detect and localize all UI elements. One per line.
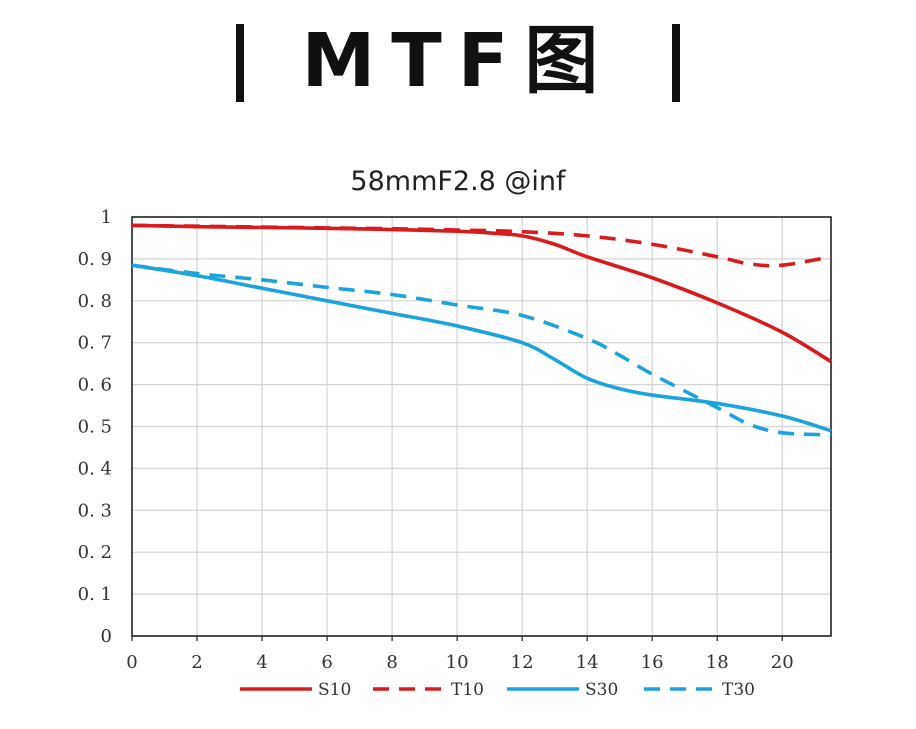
y-tick-label: 1 bbox=[101, 207, 112, 228]
x-tick-label: 4 bbox=[256, 652, 267, 673]
y-tick-label: 0. 6 bbox=[78, 375, 112, 396]
series-line-t30 bbox=[131, 263, 832, 437]
legend-label-t30: T30 bbox=[722, 680, 755, 700]
y-axis: 0 0. 1 0. 2 0. 3 0. 4 0. 5 0. 6 0. 7 0. 8 0. 9 1 bbox=[78, 207, 112, 647]
y-tick-label: 0 bbox=[101, 626, 112, 647]
chart-title: 58mmF2.8 @inf bbox=[350, 166, 567, 197]
x-tick-label: 10 bbox=[446, 652, 469, 673]
chart-legend: S10 T10 S30 T30 bbox=[240, 680, 755, 700]
page-heading: MTF图 bbox=[0, 14, 916, 104]
x-tick-label: 18 bbox=[706, 652, 729, 673]
y-tick-label: 0. 1 bbox=[78, 584, 112, 605]
x-tick-label: 2 bbox=[191, 652, 202, 673]
y-tick-label: 0. 4 bbox=[78, 458, 112, 479]
chart-grid bbox=[132, 217, 831, 636]
x-tick-label: 6 bbox=[321, 652, 332, 673]
y-tick-label: 0. 3 bbox=[78, 500, 112, 521]
heading-left-bar bbox=[236, 24, 244, 102]
heading-right-bar bbox=[672, 24, 680, 102]
x-tick-label: 20 bbox=[771, 652, 794, 673]
plot-frame bbox=[131, 216, 832, 637]
y-tick-label: 0. 2 bbox=[78, 542, 112, 563]
series-line-t10 bbox=[131, 223, 832, 268]
y-tick-label: 0. 7 bbox=[78, 333, 112, 354]
x-tick-label: 14 bbox=[576, 652, 599, 673]
legend-label-s30: S30 bbox=[585, 680, 618, 700]
plot-border bbox=[131, 216, 832, 637]
x-tick-label: 12 bbox=[511, 652, 534, 673]
series-layer bbox=[131, 223, 832, 437]
heading-title: MTF图 bbox=[301, 18, 615, 104]
y-tick-label: 0. 5 bbox=[78, 417, 112, 438]
x-tick-label: 8 bbox=[386, 652, 397, 673]
series-line-s10 bbox=[131, 223, 832, 364]
x-tick-label: 0 bbox=[126, 652, 137, 673]
y-tick-label: 0. 9 bbox=[78, 249, 112, 270]
x-axis: 0 2 4 6 8 10 12 14 16 18 20 bbox=[126, 636, 794, 673]
legend-label-t10: T10 bbox=[451, 680, 484, 700]
series-line-s30 bbox=[131, 263, 832, 433]
y-tick-label: 0. 8 bbox=[78, 291, 112, 312]
x-tick-label: 16 bbox=[641, 652, 664, 673]
legend-label-s10: S10 bbox=[318, 680, 351, 700]
